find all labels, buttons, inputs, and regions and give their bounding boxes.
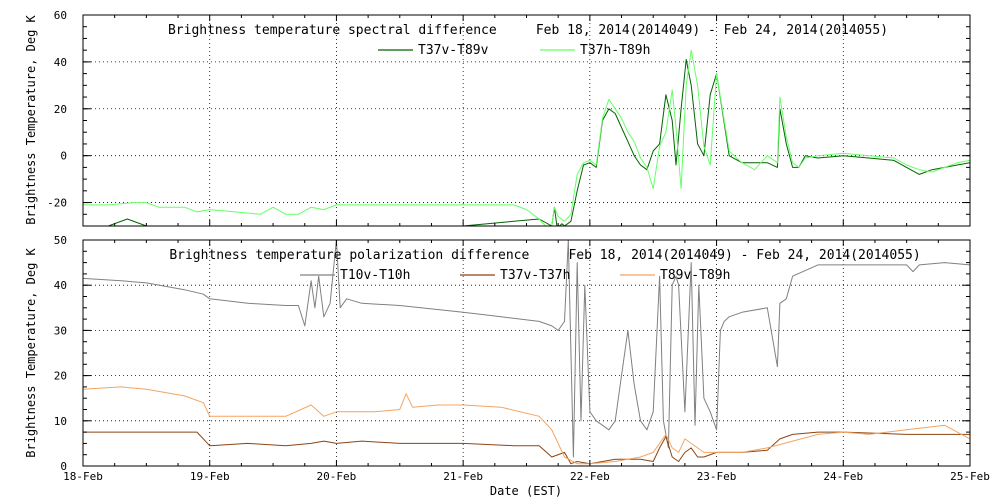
legend: T37v-T89v T37h-T89h [378, 43, 650, 58]
x-tick-label: 24-Feb [823, 470, 863, 483]
series-line-t37v-t37h [83, 431, 970, 465]
legend-label-t89v-t89h: T89v-T89h [660, 268, 730, 283]
x-tick-label: 23-Feb [697, 470, 737, 483]
y-tick-label: 20 [54, 370, 67, 383]
legend-label-t37v-t89v: T37v-T89v [418, 43, 489, 58]
legend-label-t37h-t89h: T37h-T89h [580, 43, 650, 58]
series-layer [83, 49, 970, 226]
y-tick-label: 30 [54, 324, 67, 337]
y-axis-label: Brightness Temperature, Deg K [24, 247, 38, 457]
series-line-t37h-t89h [83, 49, 970, 226]
series-line-t89v-t89h [83, 386, 970, 465]
y-tick-label: 50 [54, 234, 67, 247]
chart-title: Brightness temperature polarization diff… [169, 248, 920, 263]
y-tick-label: 20 [54, 103, 67, 116]
legend-label-t10v-t10h: T10v-T10h [340, 268, 410, 283]
legend: T10v-T10h T37v-T37h T89v-T89h [300, 268, 730, 283]
chart-title: Brightness temperature spectral differen… [168, 23, 888, 38]
y-axis-label: Brightness Temperature, Deg K [24, 14, 38, 224]
x-tick-label: 19-Feb [190, 470, 230, 483]
y-tick-label: 0 [60, 460, 67, 473]
legend-label-t37v-t37h: T37v-T37h [500, 268, 570, 283]
x-tick-label: 22-Feb [570, 470, 610, 483]
x-tick-label: 25-Feb [950, 470, 990, 483]
series-layer [83, 240, 970, 465]
spectral-difference-panel: -20 0 20 40 60 Brightness temperature spectr… [24, 9, 971, 227]
x-axis-label: Date (EST) [490, 484, 562, 498]
y-tick-label: 40 [54, 56, 67, 69]
y-tick-label: 10 [54, 415, 67, 428]
polarization-difference-panel: 0 10 20 30 40 50 18-Feb 19-Feb 20-Feb 21-Feb 22-Fe… [24, 234, 990, 498]
x-tick-label: 20-Feb [317, 470, 357, 483]
x-tick-label: 21-Feb [443, 470, 483, 483]
x-tick-label: 18-Feb [63, 470, 103, 483]
series-line-t10v-t10h [83, 240, 970, 458]
tick-layer: -20 0 20 40 60 [47, 9, 971, 227]
tick-layer: 0 10 20 30 40 50 18-Feb 19-Feb 20-Feb 21-Feb 22-Fe… [54, 234, 990, 483]
y-tick-label: -20 [47, 197, 67, 210]
y-tick-label: 40 [54, 279, 67, 292]
y-tick-label: 60 [54, 9, 67, 22]
y-tick-label: 0 [60, 150, 67, 163]
